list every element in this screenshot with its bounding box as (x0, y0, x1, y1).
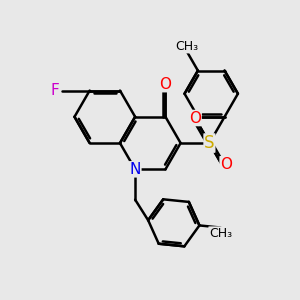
Text: N: N (130, 162, 141, 177)
Text: O: O (220, 157, 232, 172)
Text: CH₃: CH₃ (176, 40, 199, 53)
Text: F: F (51, 83, 59, 98)
Text: O: O (189, 110, 201, 125)
Text: S: S (204, 134, 215, 152)
Text: O: O (160, 77, 172, 92)
Text: CH₃: CH₃ (209, 227, 232, 240)
